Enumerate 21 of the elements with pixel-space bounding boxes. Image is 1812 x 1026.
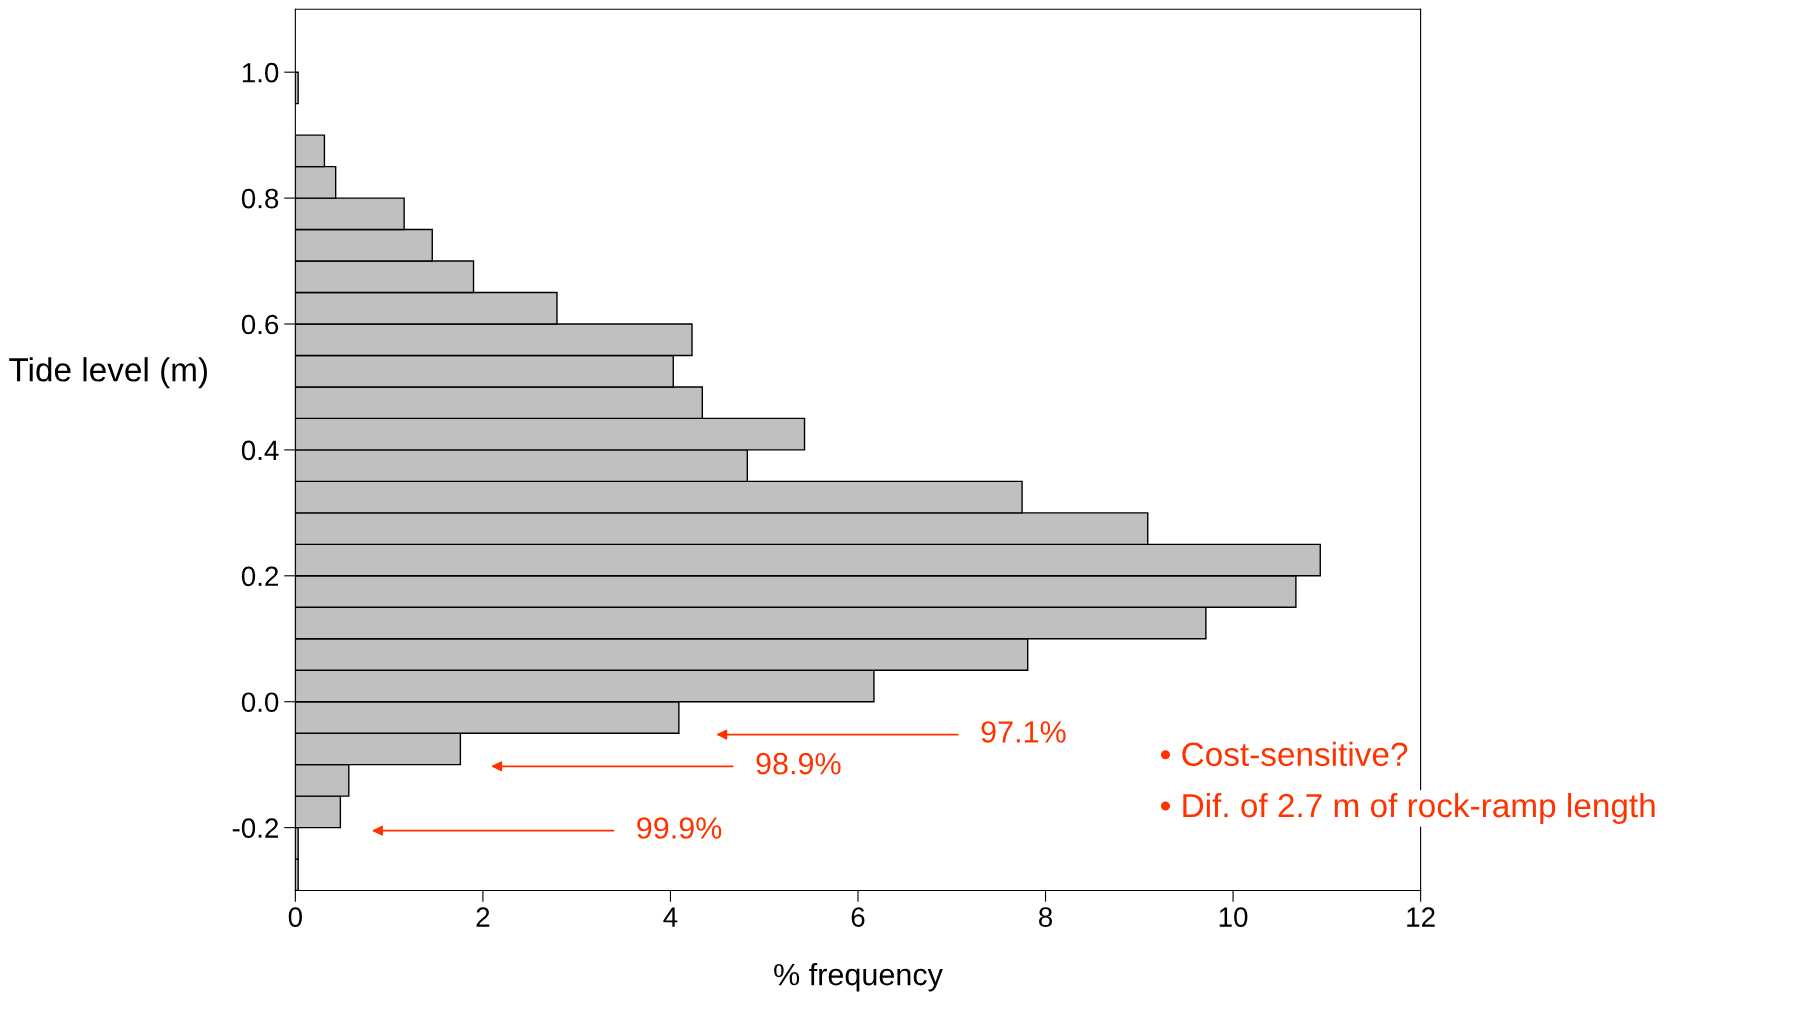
annotation: • Cost-sensitive? — [1161, 741, 1408, 767]
y-tick-label: 0.4 — [241, 440, 279, 461]
y-tick-label: 0.8 — [241, 188, 279, 209]
x-tick-label: 2 — [476, 907, 490, 927]
x-tick-label: 8 — [1039, 907, 1053, 927]
x-tick-label: 6 — [851, 907, 865, 927]
y-axis-title: Tide level (m) — [9, 357, 207, 389]
x-tick-label: 4 — [663, 907, 678, 927]
annotation: 97.1% — [981, 721, 1066, 743]
annotation: 99.9% — [637, 817, 722, 839]
annotation: • Dif. of 2.7 m of rock-ramp length — [1161, 792, 1655, 825]
annotation: 98.9% — [756, 752, 841, 775]
y-tick-label: 1.0 — [242, 62, 279, 83]
x-tick-label: 0 — [288, 907, 302, 927]
y-tick-label: 0.6 — [241, 314, 279, 335]
y-tick-label: 0.0 — [241, 692, 279, 713]
x-tick-label: 12 — [1407, 907, 1435, 927]
y-tick-label: 0.2 — [241, 566, 278, 587]
x-tick-label: 10 — [1219, 907, 1248, 927]
x-axis-title: % frequency — [774, 963, 943, 992]
y-tick-label: -0.2 — [232, 818, 278, 838]
